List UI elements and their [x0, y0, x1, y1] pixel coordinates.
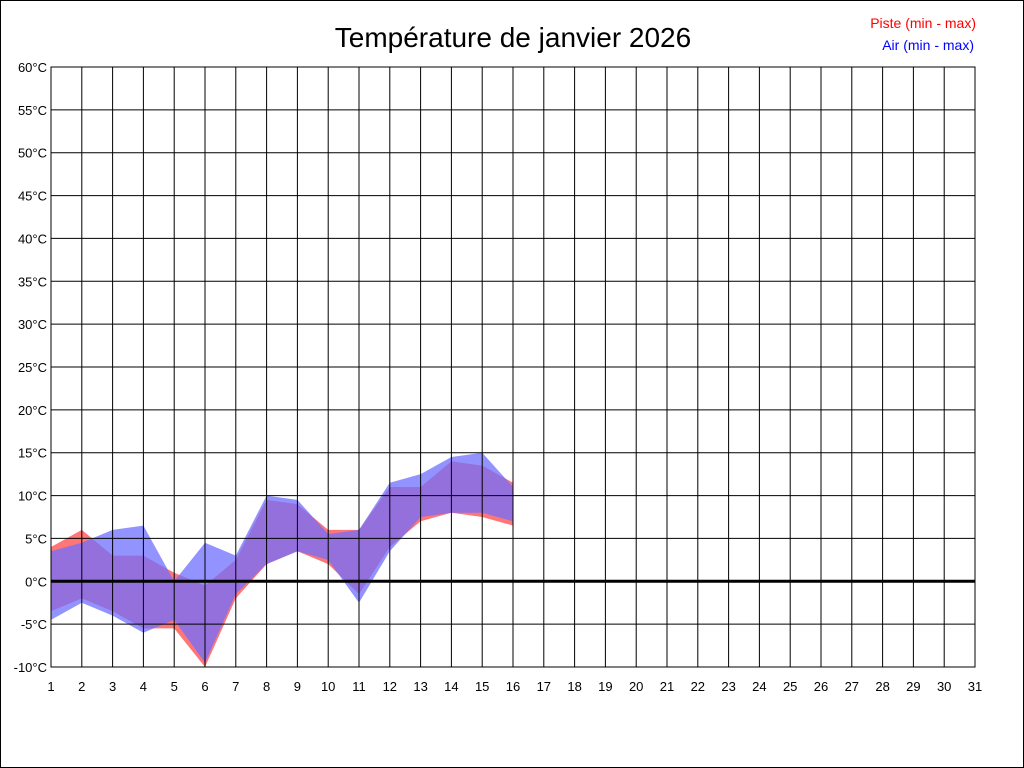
x-tick-label: 16: [506, 679, 520, 694]
plot-areas: [51, 452, 513, 667]
y-tick-label: 5°C: [25, 531, 47, 546]
y-tick-label: 40°C: [18, 231, 47, 246]
x-tick-label: 14: [444, 679, 458, 694]
x-tick-label: 3: [109, 679, 116, 694]
y-tick-label: 35°C: [18, 274, 47, 289]
y-tick-label: 10°C: [18, 489, 47, 504]
x-tick-label: 9: [294, 679, 301, 694]
x-tick-label: 2: [78, 679, 85, 694]
x-tick-label: 12: [383, 679, 397, 694]
x-tick-label: 18: [567, 679, 581, 694]
y-tick-label: 45°C: [18, 189, 47, 204]
y-tick-label: 25°C: [18, 360, 47, 375]
legend-item-air: Air (min - max): [882, 37, 974, 53]
y-tick-label: -5°C: [21, 617, 47, 632]
y-tick-label: -10°C: [14, 660, 47, 675]
x-tick-label: 4: [140, 679, 147, 694]
y-tick-label: 0°C: [25, 574, 47, 589]
x-tick-label: 24: [752, 679, 766, 694]
x-tick-label: 7: [232, 679, 239, 694]
x-tick-label: 23: [721, 679, 735, 694]
x-tick-label: 28: [875, 679, 889, 694]
band-air: [51, 452, 513, 663]
chart-title: Température de janvier 2026: [335, 22, 691, 53]
y-tick-label: 15°C: [18, 446, 47, 461]
x-tick-label: 11: [352, 679, 366, 694]
x-tick-label: 13: [413, 679, 427, 694]
x-tick-label: 6: [201, 679, 208, 694]
x-tick-label: 8: [263, 679, 270, 694]
axes: [50, 66, 976, 668]
x-tick-label: 15: [475, 679, 489, 694]
x-tick-label: 17: [537, 679, 551, 694]
y-tick-label: 20°C: [18, 403, 47, 418]
x-tick-label: 20: [629, 679, 643, 694]
y-tick-label: 50°C: [18, 146, 47, 161]
x-tick-label: 5: [171, 679, 178, 694]
x-tick-label: 1: [47, 679, 54, 694]
x-tick-label: 27: [845, 679, 859, 694]
grid-lines: [50, 66, 976, 668]
x-tick-label: 30: [937, 679, 951, 694]
x-tick-label: 22: [691, 679, 705, 694]
x-tick-label: 10: [321, 679, 335, 694]
x-tick-label: 26: [814, 679, 828, 694]
x-tick-label: 21: [660, 679, 674, 694]
x-tick-label: 25: [783, 679, 797, 694]
y-tick-label: 55°C: [18, 103, 47, 118]
x-tick-label: 29: [906, 679, 920, 694]
x-tick-label: 31: [968, 679, 982, 694]
y-tick-label: 60°C: [18, 60, 47, 75]
y-tick-label: 30°C: [18, 317, 47, 332]
tick-labels: -10°C -5°C 0°C 5°C 10°C 15°C 20°C 25°C 30°C 35°C 4…: [14, 60, 983, 694]
legend-item-piste: Piste (min - max): [870, 15, 976, 31]
x-tick-label: 19: [598, 679, 612, 694]
plot-border: [50, 66, 976, 668]
